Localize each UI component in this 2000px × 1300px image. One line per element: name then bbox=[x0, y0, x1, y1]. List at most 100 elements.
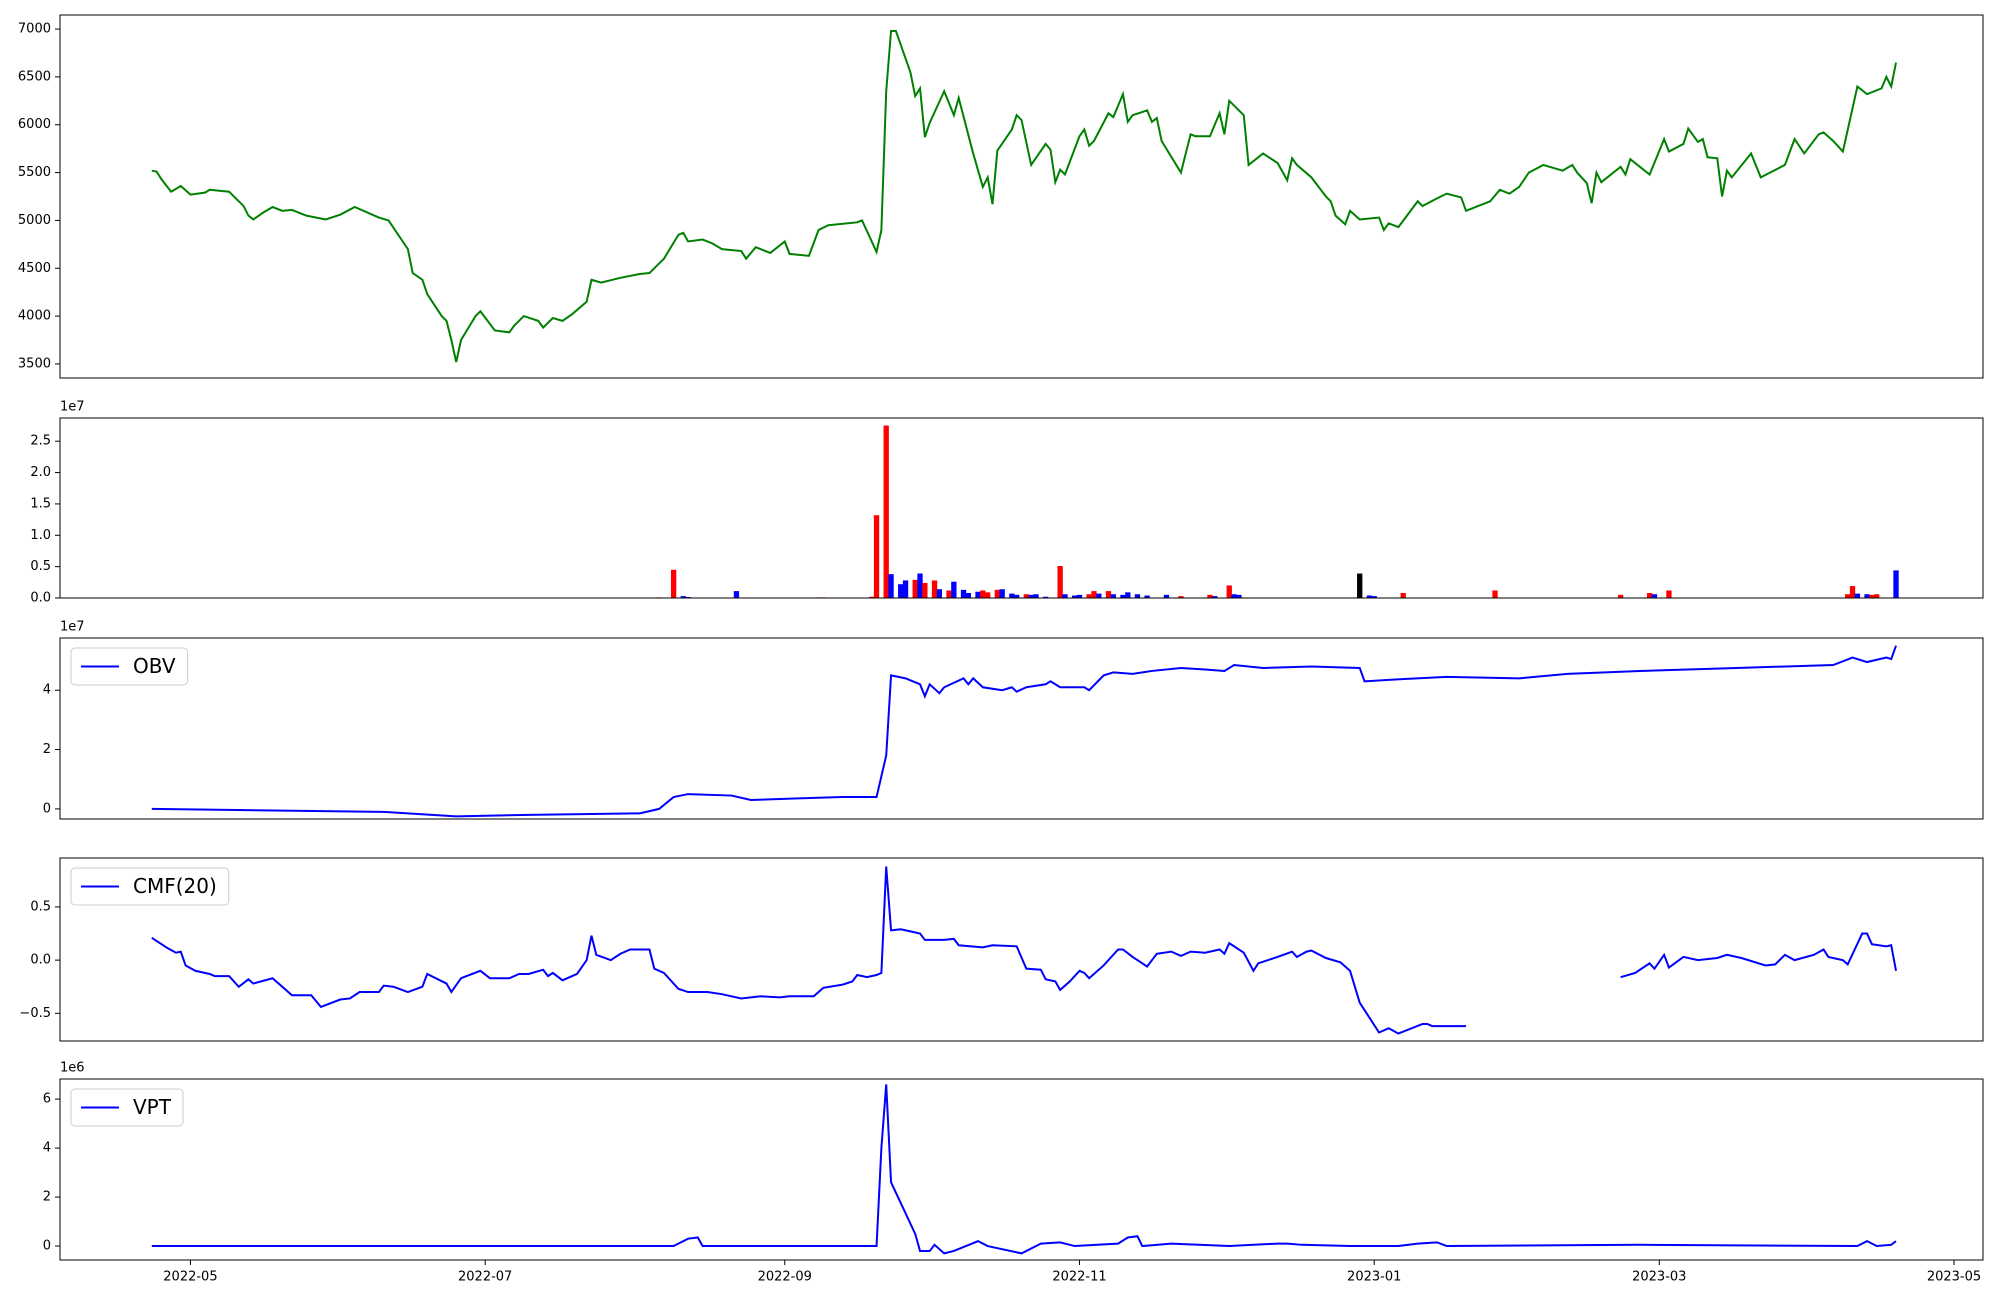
bar bbox=[1071, 595, 1078, 598]
bar bbox=[1236, 594, 1242, 598]
bar bbox=[1009, 593, 1015, 598]
legend-box bbox=[70, 1088, 184, 1127]
bar bbox=[1144, 595, 1150, 598]
bar bbox=[1400, 592, 1406, 598]
bar bbox=[931, 580, 938, 598]
bar bbox=[1033, 594, 1039, 598]
data-line bbox=[151, 645, 1897, 818]
legend-label: OBV bbox=[133, 654, 176, 678]
bar bbox=[936, 589, 943, 598]
bar bbox=[951, 581, 957, 598]
bar bbox=[733, 591, 740, 598]
bar bbox=[1845, 594, 1851, 598]
legend-label: CMF(20) bbox=[133, 874, 217, 898]
y-tick-label: 0.0 bbox=[30, 591, 51, 606]
x-tick-label: 2022-05 bbox=[163, 1270, 217, 1285]
bar bbox=[1617, 594, 1624, 598]
offset-label: 1e7 bbox=[60, 620, 85, 635]
bar bbox=[1893, 570, 1899, 598]
bar bbox=[1371, 596, 1377, 598]
y-tick-label: 2 bbox=[43, 742, 51, 757]
bar bbox=[1091, 591, 1097, 598]
legend-box bbox=[70, 647, 189, 686]
bar bbox=[999, 589, 1005, 598]
bar bbox=[1023, 594, 1029, 598]
x-tick-label: 2022-11 bbox=[1052, 1270, 1106, 1285]
bar bbox=[965, 592, 972, 598]
y-tick-label: 4000 bbox=[18, 309, 51, 324]
bar bbox=[1134, 594, 1141, 598]
plot-frame bbox=[59, 1078, 1984, 1261]
x-tick-label: 2023-05 bbox=[1927, 1270, 1981, 1285]
data-line bbox=[151, 866, 1898, 1035]
bar bbox=[960, 589, 967, 598]
y-tick-label: 2.0 bbox=[30, 465, 51, 480]
plot-frame bbox=[59, 417, 1984, 599]
bar bbox=[1226, 585, 1232, 598]
bar bbox=[898, 584, 904, 598]
bar bbox=[1854, 593, 1861, 598]
x-tick-label: 2022-07 bbox=[458, 1270, 512, 1285]
bar bbox=[1120, 594, 1126, 598]
y-tick-label: 5000 bbox=[18, 213, 51, 228]
y-tick-label: 3500 bbox=[18, 356, 51, 371]
bar bbox=[980, 590, 986, 598]
y-tick-label: 6000 bbox=[18, 117, 51, 132]
y-tick-label: −0.5 bbox=[19, 1006, 51, 1021]
y-tick-label: 7000 bbox=[18, 22, 51, 37]
bar bbox=[1096, 593, 1102, 598]
bar bbox=[1212, 596, 1218, 598]
bar bbox=[902, 580, 909, 598]
y-tick-label: 0.5 bbox=[30, 559, 51, 574]
bar bbox=[1666, 590, 1672, 598]
y-tick-label: 4500 bbox=[18, 261, 51, 276]
y-tick-label: 1.0 bbox=[30, 528, 51, 543]
y-tick-label: 4 bbox=[43, 683, 51, 698]
bar bbox=[917, 573, 923, 598]
bar bbox=[888, 574, 894, 598]
bar bbox=[1178, 596, 1184, 598]
bar bbox=[1864, 594, 1870, 598]
y-tick-label: 2 bbox=[43, 1190, 51, 1205]
legend-box bbox=[70, 867, 230, 906]
plot-frame bbox=[59, 14, 1984, 379]
bar bbox=[975, 591, 981, 598]
bar bbox=[1110, 594, 1116, 598]
bar bbox=[1357, 573, 1363, 598]
y-tick-label: 0.0 bbox=[30, 953, 51, 968]
bar bbox=[1105, 591, 1112, 598]
y-tick-label: 0 bbox=[43, 801, 51, 816]
bar bbox=[1207, 594, 1213, 598]
bar bbox=[1014, 594, 1020, 598]
y-tick-label: 6500 bbox=[18, 69, 51, 84]
bar bbox=[985, 592, 991, 598]
bar bbox=[1366, 595, 1373, 598]
bar bbox=[1057, 566, 1063, 598]
bar bbox=[1231, 594, 1237, 598]
bar bbox=[1076, 594, 1083, 598]
bar bbox=[994, 589, 1000, 598]
bar bbox=[1062, 594, 1068, 598]
y-tick-label: 0.5 bbox=[30, 899, 51, 914]
bar bbox=[883, 425, 889, 598]
x-tick-label: 2023-03 bbox=[1632, 1270, 1686, 1285]
y-tick-label: 1.5 bbox=[30, 496, 51, 511]
y-tick-label: 2.5 bbox=[30, 434, 51, 449]
bar bbox=[946, 590, 952, 598]
plot-frame bbox=[59, 857, 1984, 1042]
offset-label: 1e6 bbox=[60, 1061, 85, 1076]
x-tick-label: 2023-01 bbox=[1347, 1270, 1401, 1285]
offset-label: 1e7 bbox=[60, 400, 85, 415]
y-tick-label: 5500 bbox=[18, 165, 51, 180]
plot-frame bbox=[59, 637, 1984, 820]
bar bbox=[1492, 590, 1498, 598]
bar bbox=[670, 569, 677, 598]
data-line bbox=[151, 29, 1898, 363]
x-tick-label: 2022-09 bbox=[758, 1270, 812, 1285]
bar bbox=[1028, 594, 1034, 598]
bar bbox=[1849, 586, 1856, 598]
y-tick-label: 0 bbox=[43, 1239, 51, 1254]
bar bbox=[912, 579, 918, 598]
bar bbox=[869, 596, 875, 598]
